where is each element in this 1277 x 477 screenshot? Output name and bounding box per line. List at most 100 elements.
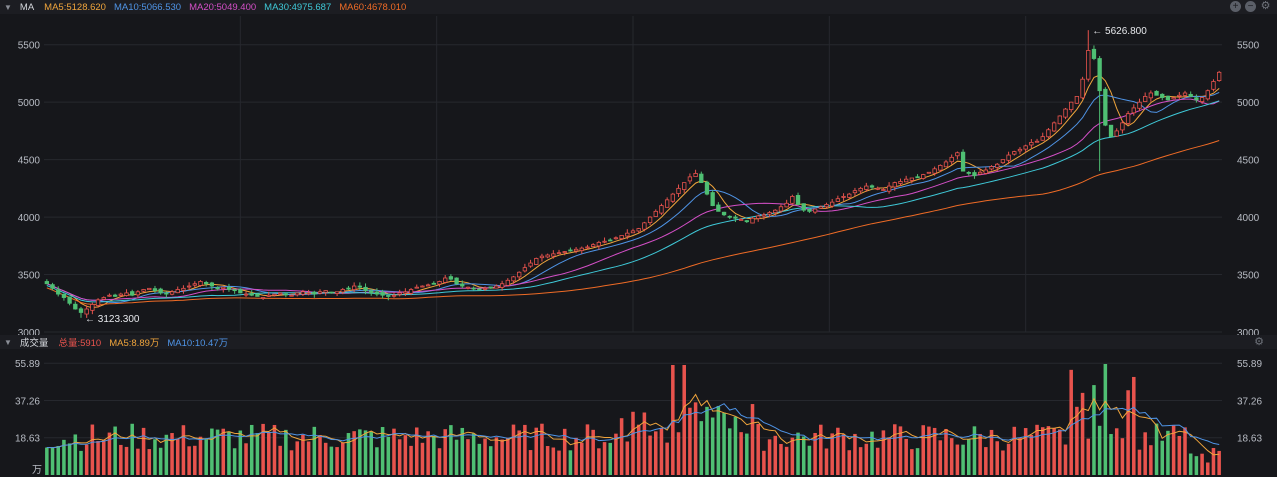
candle [761,214,767,217]
volume-unit-label: 万 [32,465,42,476]
volume-bar [244,443,248,475]
collapse-icon[interactable]: ▼ [4,337,12,347]
volume-bar [198,436,203,475]
volume-bar [119,444,123,475]
candle [733,216,738,219]
candlestick-chart[interactable]: 3000 3000 3500 3500 4000 4000 4500 4500 5000 5000… [0,14,1277,335]
candle [858,187,863,192]
candle [1160,93,1165,98]
candle [278,292,283,295]
volume-bar [506,437,510,475]
candle [346,287,351,290]
volume-bar [158,447,163,475]
volume-chart[interactable]: 18.63 18.63 37.26 37.26 55.89 55.89 万 [0,349,1277,477]
volume-bar [961,444,965,475]
volume-bar [614,433,618,475]
candle [738,218,744,221]
volume-bar [449,425,453,475]
volume-bar [1075,406,1079,475]
candle [340,289,345,293]
candle [1006,154,1011,161]
candle [932,168,937,174]
volume-bar [915,448,920,475]
volume-bar [318,435,322,475]
candle [118,293,123,296]
volume-bar [932,427,937,475]
candle [613,237,619,240]
volume-bar [50,447,55,475]
candle [556,252,562,255]
volume-bar [824,448,829,475]
candle [272,293,277,296]
volume-bar [346,433,351,475]
volume-bar [249,424,254,475]
collapse-icon[interactable]: ▼ [4,2,12,12]
volume-bar [1035,424,1039,475]
candle [915,176,920,179]
volume-bar [944,428,948,475]
candle [756,215,761,219]
gear-icon[interactable]: ⚙ [1254,336,1264,348]
candle [50,284,55,289]
volume-bar [227,431,231,475]
volume-bar [705,406,709,475]
volume-bar [790,437,795,475]
candle [300,291,306,295]
candle [938,164,943,171]
candle [158,288,163,294]
candle [545,254,550,258]
volume-bar [329,446,334,475]
candle [209,282,215,287]
candle [56,289,61,295]
volume-bar [130,423,134,475]
volume-bar [1120,438,1125,475]
candle [334,291,340,295]
minus-icon[interactable]: − [1245,1,1256,12]
candle [141,289,146,292]
candle [164,292,169,295]
volume-bar [101,439,106,475]
candle [1188,93,1193,97]
candle [903,178,909,183]
volume-bar [341,442,345,475]
candle [875,187,880,190]
candle [448,276,454,280]
volume-bar [215,429,220,475]
candle [403,291,408,294]
volume-bar [1171,425,1176,475]
y-tick-label-right: 3000 [1237,328,1260,335]
candle [528,262,533,267]
volume-bar [517,430,521,475]
volume-bar [466,439,470,475]
candle [989,166,994,170]
volume-bar [1001,450,1005,475]
volume-bar [1040,427,1045,475]
volume-bar [676,432,681,475]
volume-bar [1194,456,1199,475]
candle [596,241,602,247]
volume-bar [1143,432,1147,475]
volume-bar [477,443,482,475]
candle [1086,50,1091,80]
volume-bar [807,445,812,475]
candle [152,288,158,292]
gear-icon[interactable]: ⚙ [1260,0,1271,12]
volume-bar [1166,430,1170,475]
volume-bar [972,426,977,475]
candle [192,283,197,286]
volume-bar [1069,369,1073,475]
volume-bar [625,441,630,475]
add-icon[interactable]: + [1230,1,1241,12]
volume-bar [631,411,635,475]
volume-bar [306,441,311,475]
volume-bar [1058,429,1062,475]
volume-bar [773,435,778,475]
candle [397,292,402,295]
volume-bar [153,439,157,475]
candle [687,176,693,182]
candle [215,287,220,290]
volume-bar [1018,437,1022,475]
y-tick-label-left: 5000 [18,98,41,109]
volume-bar [136,448,140,475]
volume-ma5-line [46,393,1220,456]
